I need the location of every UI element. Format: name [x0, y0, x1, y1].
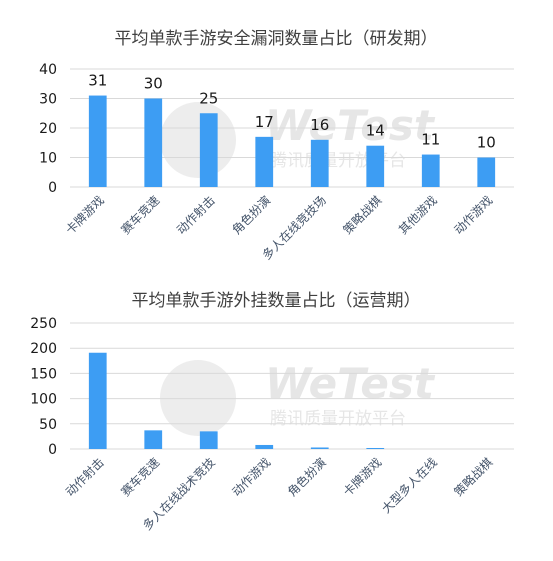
data-label: 25 [199, 89, 218, 107]
x-tick-label: 动作游戏 [230, 455, 274, 499]
bar [200, 113, 218, 187]
data-label: 11 [421, 131, 440, 149]
y-tick-label: 150 [30, 366, 57, 382]
y-tick-label: 30 [39, 92, 57, 108]
data-label: 31 [88, 72, 107, 90]
watermark-tagline: 腾讯质量开放平台 [270, 409, 406, 429]
x-tick-label: 动作游戏 [452, 193, 496, 237]
y-tick-label: 100 [30, 392, 57, 408]
data-label: 10 [477, 134, 496, 152]
x-tick-label: 赛车竞速 [118, 455, 163, 500]
watermark-tagline: 腾讯质量开放平台 [270, 151, 406, 171]
x-tick-label: 角色扮演 [229, 193, 274, 238]
y-tick-label: 10 [39, 151, 57, 167]
bar [200, 431, 218, 449]
bar [89, 96, 107, 187]
bar [477, 158, 495, 188]
y-tick-label: 20 [39, 121, 57, 137]
bar [144, 430, 162, 449]
bar [422, 155, 440, 187]
bar [311, 140, 329, 187]
x-tick-label: 策略战棋 [451, 455, 496, 500]
x-tick-label: 动作射击 [173, 193, 218, 238]
x-tick-label: 角色扮演 [284, 455, 329, 500]
y-tick-label: 0 [48, 180, 57, 196]
bar [255, 445, 273, 449]
bar [366, 146, 384, 187]
watermark-brand: WeTest [265, 101, 436, 150]
x-tick-label: 卡牌游戏 [341, 455, 385, 499]
bar [366, 448, 384, 449]
data-label: 30 [144, 75, 163, 93]
x-tick-label: 大型多人在线 [379, 455, 440, 516]
data-label: 14 [366, 122, 385, 140]
chart-title: 平均单款手游安全漏洞数量占比（研发期） [115, 29, 438, 49]
x-tick-label: 其他游戏 [396, 193, 440, 237]
bar [255, 137, 273, 187]
y-tick-label: 40 [39, 62, 57, 78]
y-tick-label: 0 [48, 442, 57, 458]
y-tick-label: 250 [30, 316, 57, 332]
data-label: 17 [255, 113, 274, 131]
bar [89, 353, 107, 449]
y-tick-label: 50 [39, 417, 57, 433]
data-label: 16 [310, 116, 329, 134]
x-tick-label: 卡牌游戏 [63, 193, 107, 237]
chart-title: 平均单款手游外挂数量占比（运营期） [132, 291, 421, 311]
x-tick-label: 动作射击 [62, 455, 107, 500]
watermark-emblem-icon [160, 360, 236, 436]
x-tick-label: 赛车竞速 [118, 193, 163, 238]
y-tick-label: 200 [30, 341, 57, 357]
watermark-emblem-icon [160, 102, 236, 178]
bar [311, 447, 329, 449]
bar [144, 99, 162, 188]
watermark-brand: WeTest [265, 359, 436, 408]
x-tick-label: 策略战棋 [340, 193, 385, 238]
